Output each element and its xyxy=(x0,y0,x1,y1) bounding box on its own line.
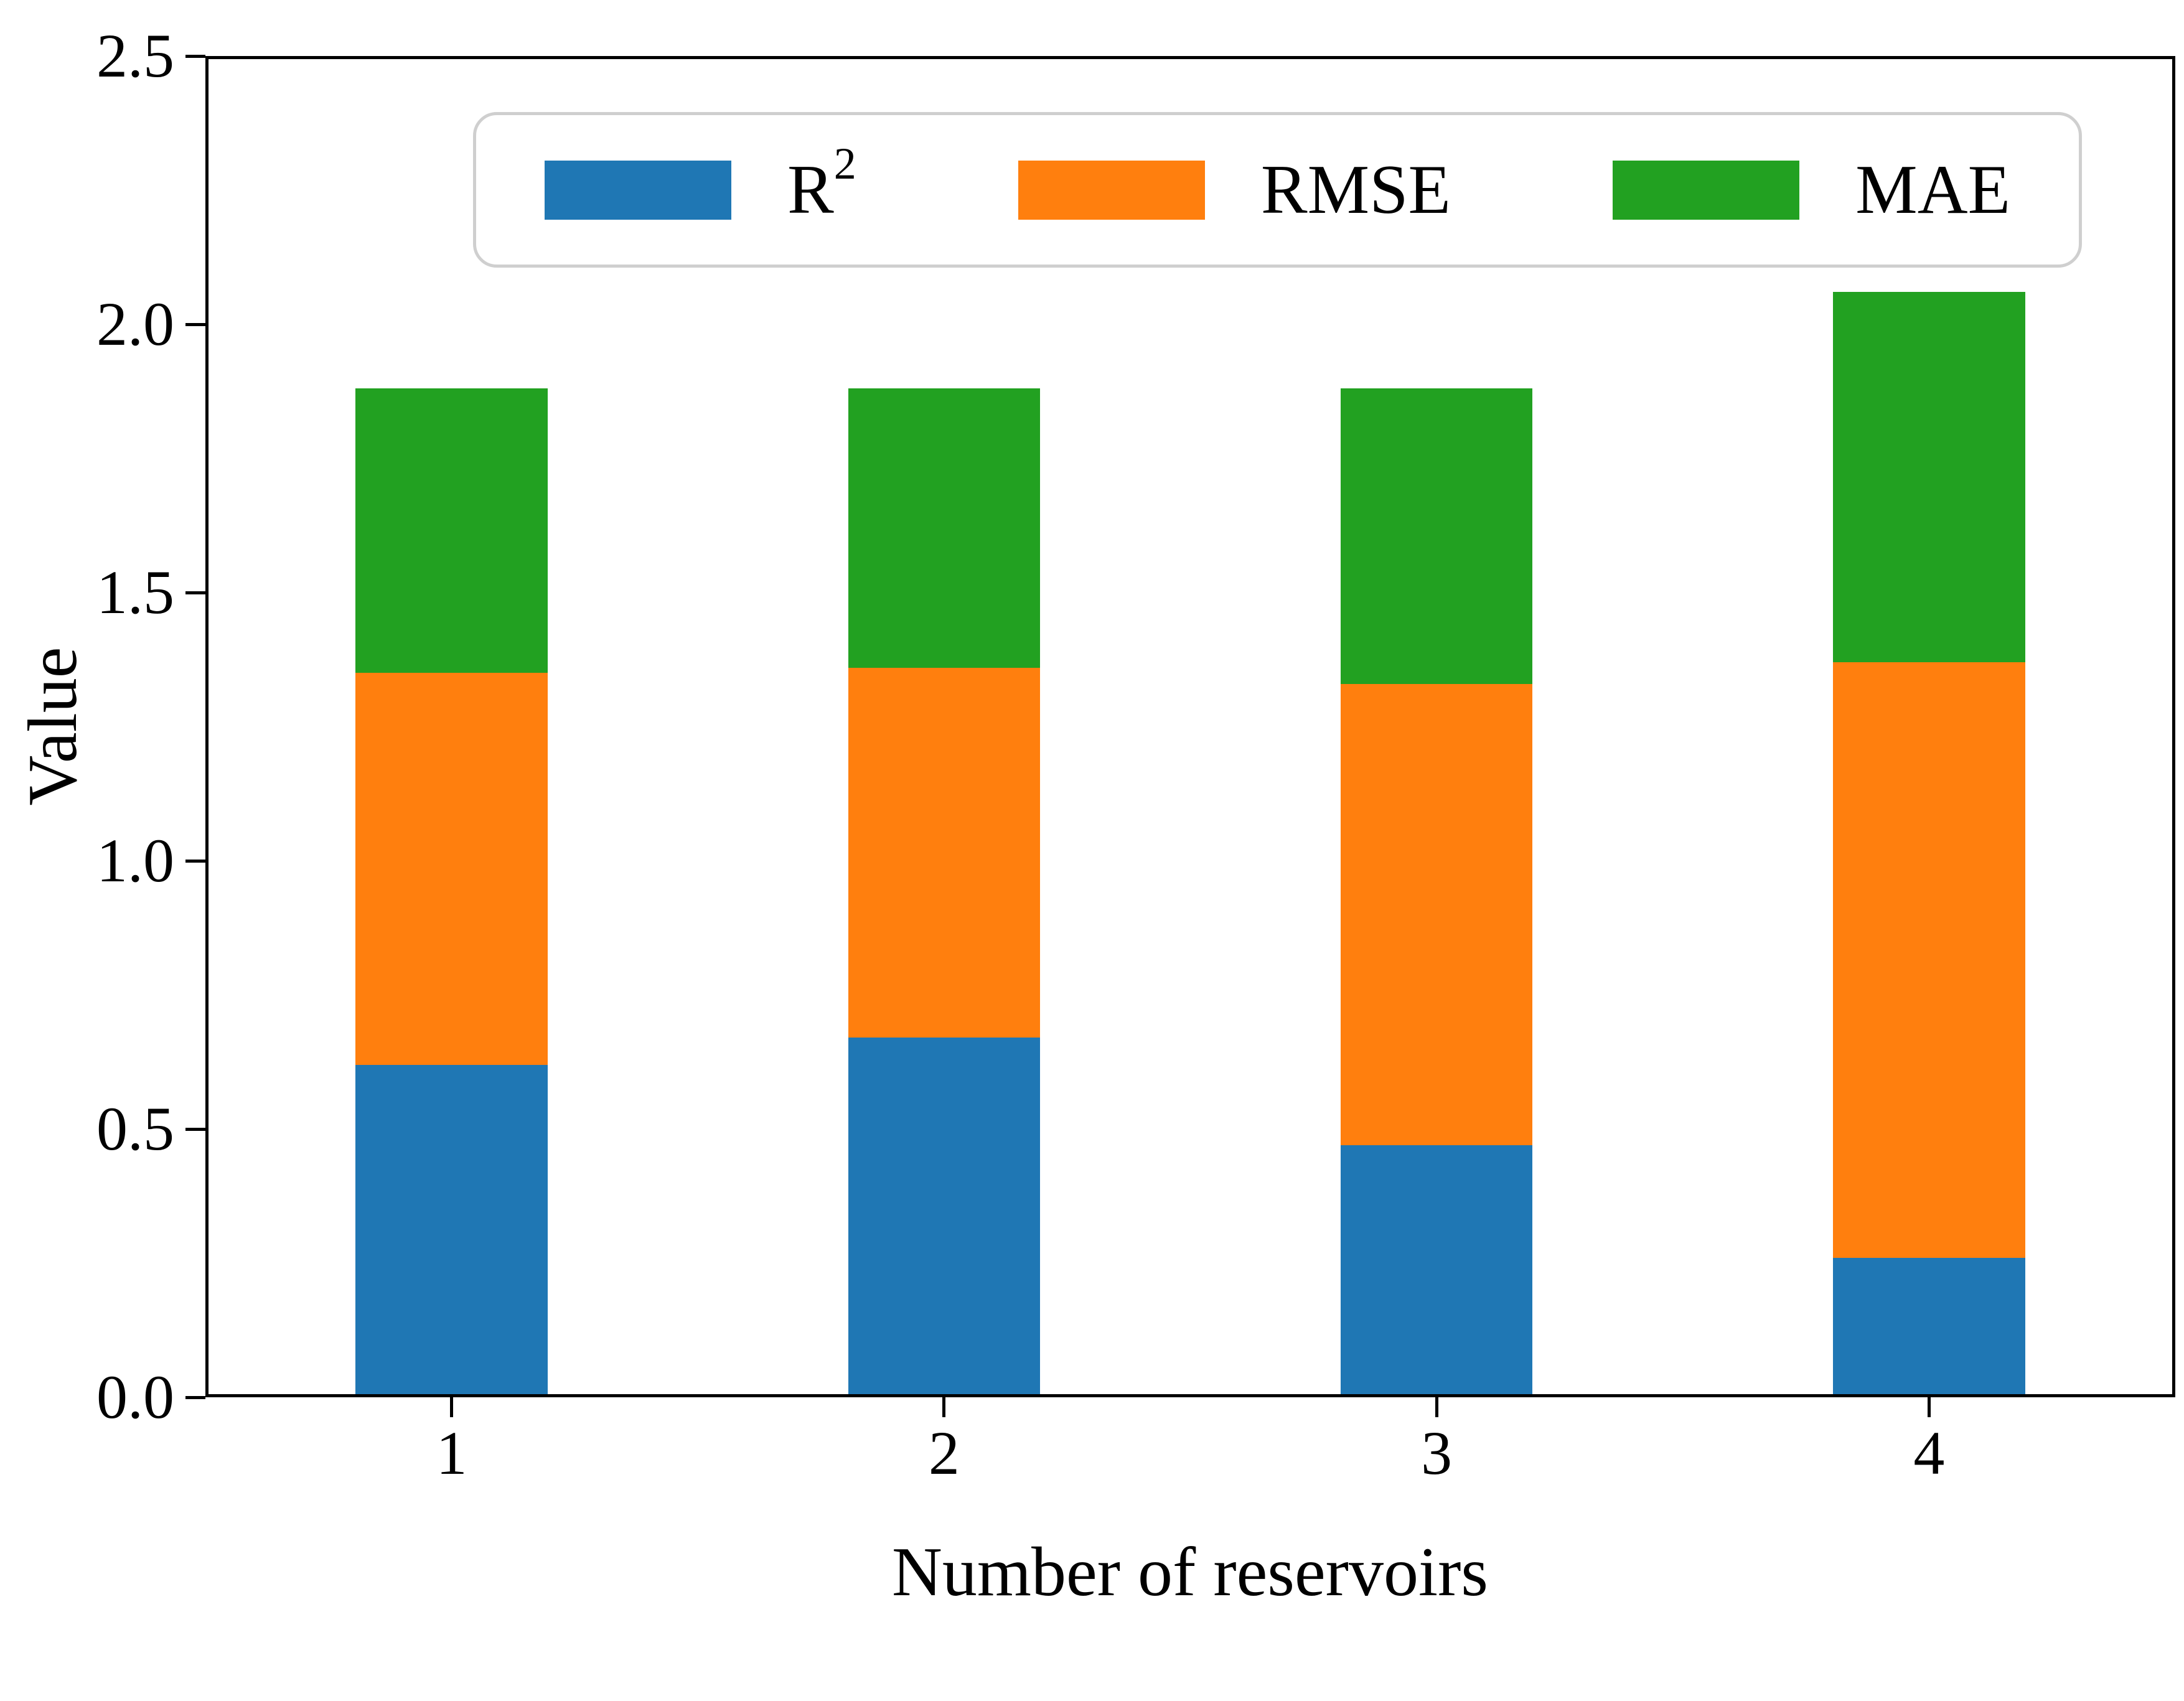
y-tick-mark xyxy=(185,54,205,58)
bar-segment-RMSE-cat2 xyxy=(848,667,1041,1038)
y-tick-mark xyxy=(185,859,205,863)
x-tick-mark xyxy=(1927,1397,1931,1417)
legend-entry-MAE: MAE xyxy=(1613,155,2010,225)
y-tick-label: 2.0 xyxy=(96,289,174,358)
legend-swatch-RMSE xyxy=(1018,160,1205,220)
bar-segment-MAE-cat3 xyxy=(1340,388,1533,684)
x-tick-label: 2 xyxy=(928,1418,960,1488)
x-tick-mark xyxy=(450,1397,454,1417)
y-tick-label: 0.5 xyxy=(96,1094,174,1163)
y-tick-mark xyxy=(185,1127,205,1131)
bar-segment-MAE-cat4 xyxy=(1833,292,2025,663)
bar-segment-R2-cat2 xyxy=(848,1038,1041,1397)
x-tick-label: 3 xyxy=(1421,1418,1453,1488)
bar-segment-MAE-cat2 xyxy=(848,388,1041,668)
bar-segment-RMSE-cat4 xyxy=(1833,662,2025,1258)
legend-label-MAE: MAE xyxy=(1855,151,2010,228)
y-tick-label: 1.0 xyxy=(96,826,174,895)
legend: R2 RMSE MAE xyxy=(473,112,2082,268)
legend-swatch-R2 xyxy=(545,160,731,220)
legend-label-RMSE: RMSE xyxy=(1260,151,1451,228)
legend-entry-R2: R2 xyxy=(545,139,856,228)
y-tick-label: 2.5 xyxy=(96,21,174,90)
legend-entry-RMSE: RMSE xyxy=(1018,155,1451,225)
y-tick-mark xyxy=(185,1395,205,1399)
x-tick-mark xyxy=(942,1397,946,1417)
legend-label-R2: R2 xyxy=(787,139,856,228)
y-tick-label: 0.0 xyxy=(96,1362,174,1432)
bar-segment-RMSE-cat3 xyxy=(1340,683,1533,1145)
x-tick-label: 4 xyxy=(1913,1418,1945,1488)
y-tick-mark xyxy=(185,591,205,594)
bar-segment-R2-cat1 xyxy=(355,1064,548,1397)
bar-segment-RMSE-cat1 xyxy=(355,673,548,1065)
bar-segment-R2-cat3 xyxy=(1340,1145,1533,1397)
bar-segment-MAE-cat1 xyxy=(355,388,548,673)
x-tick-mark xyxy=(1435,1397,1438,1417)
y-tick-label: 1.5 xyxy=(96,558,174,627)
bar-segment-R2-cat4 xyxy=(1833,1257,2025,1397)
y-tick-mark xyxy=(185,322,205,326)
x-tick-label: 1 xyxy=(436,1418,467,1488)
legend-swatch-MAE xyxy=(1613,160,1800,220)
y-axis-label: Value xyxy=(14,647,91,806)
x-axis-label: Number of reservoirs xyxy=(892,1534,1488,1611)
